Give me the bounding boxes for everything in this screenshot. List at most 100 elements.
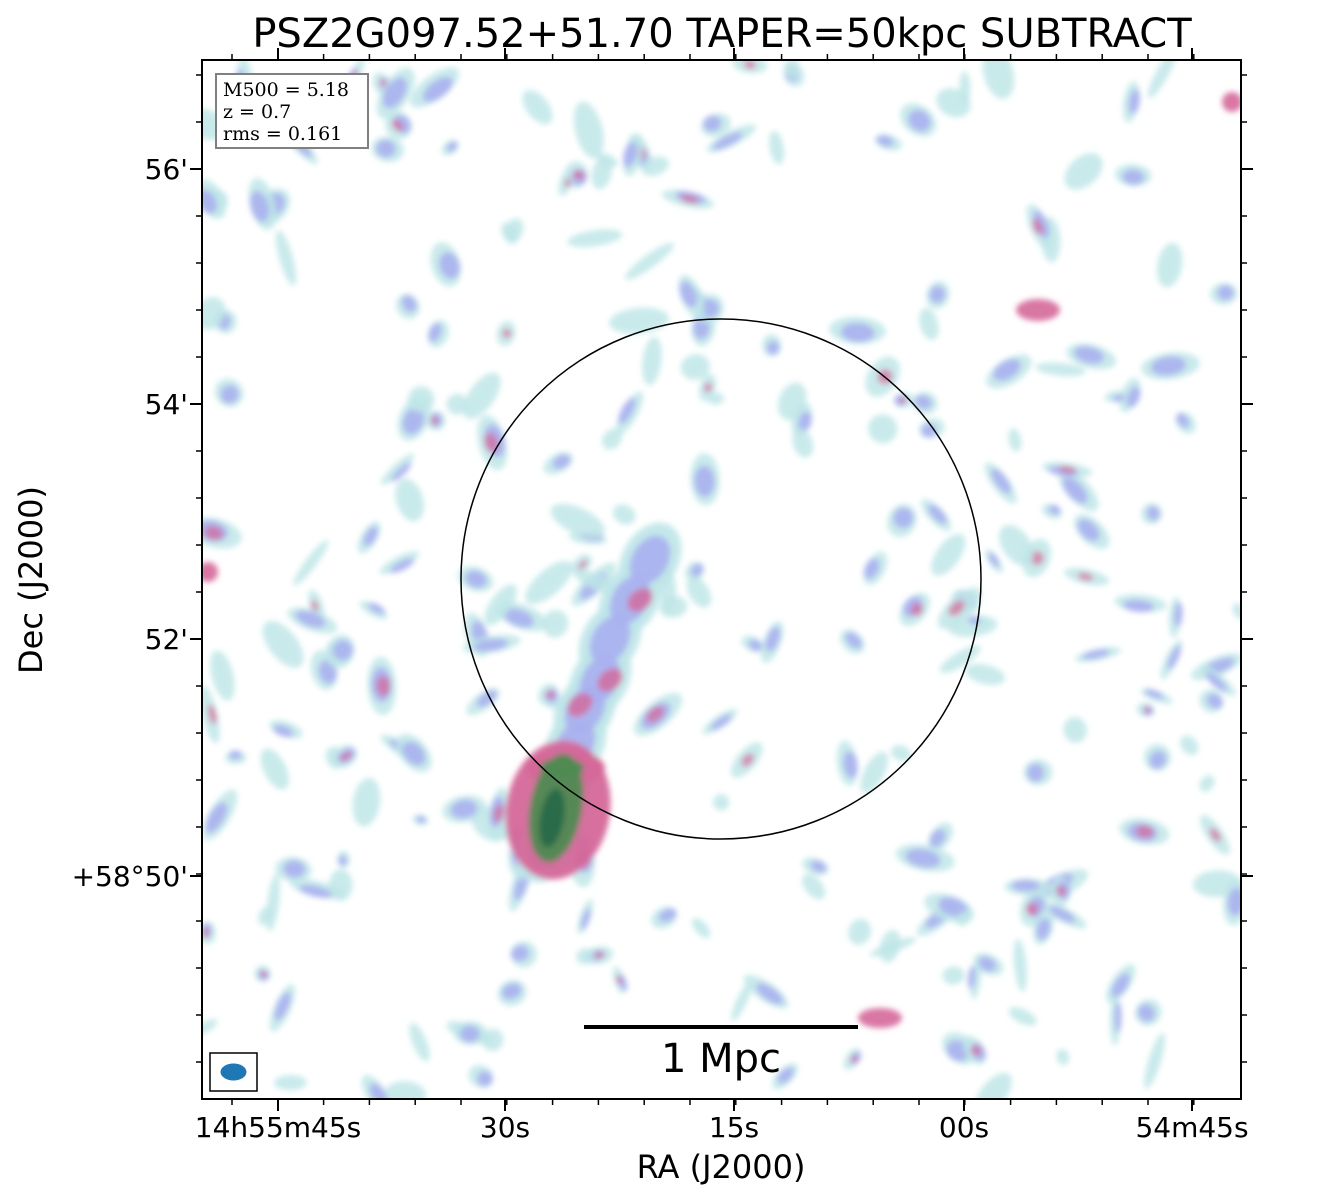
emission-blob <box>956 910 973 926</box>
emission-blob <box>1048 906 1076 923</box>
info-rms: rms = 0.161 <box>223 123 342 145</box>
emission-blob <box>1114 1001 1122 1033</box>
emission-blob <box>591 157 612 190</box>
emission-blob <box>578 559 588 570</box>
y-tick-label: +58°50' <box>72 860 188 893</box>
emission-blob <box>1122 169 1145 185</box>
emission-blob <box>552 454 571 469</box>
emission-blob <box>624 242 675 280</box>
emission-blob <box>712 132 743 150</box>
emission-blob <box>928 504 947 524</box>
emission-blob <box>919 308 939 341</box>
emission-blob <box>1149 750 1167 769</box>
emission-blob <box>439 252 460 279</box>
emission-blob <box>748 639 763 651</box>
emission-blob <box>703 115 722 132</box>
emission-blob <box>713 794 730 811</box>
x-tick-label: 15s <box>709 1111 759 1144</box>
emission-blob <box>567 693 593 717</box>
emission-blob <box>510 945 529 962</box>
emission-blob <box>1135 825 1154 839</box>
info-z: z = 0.7 <box>223 101 291 123</box>
emission-blob <box>422 76 453 102</box>
emission-blob <box>1013 938 1027 992</box>
emission-blob <box>450 799 478 819</box>
emission-blob <box>938 897 969 917</box>
emission-blob <box>576 948 596 965</box>
emission-blob <box>686 576 712 608</box>
emission-blob <box>741 753 754 767</box>
emission-blob <box>999 524 1034 566</box>
scale-bar-label: 1 Mpc <box>661 1036 781 1082</box>
emission-blob <box>993 358 1021 381</box>
emission-blob <box>477 1071 493 1087</box>
emission-blob <box>539 788 565 848</box>
emission-blob <box>1074 346 1105 364</box>
emission-blob <box>459 1025 480 1043</box>
emission-blob <box>295 610 326 628</box>
beam-ellipse-icon <box>220 1063 247 1081</box>
emission-blob <box>567 229 623 248</box>
emission-blob <box>1146 505 1160 521</box>
emission-blob <box>876 135 894 147</box>
emission-blob <box>680 354 710 380</box>
emission-blob <box>1032 218 1044 235</box>
emission-blob <box>1035 362 1086 377</box>
x-tick-label: 54m45s <box>1135 1111 1248 1144</box>
emission-blob <box>550 503 605 538</box>
emission-blob <box>580 908 591 930</box>
emission-blob <box>572 170 585 180</box>
emission-blob <box>204 525 223 541</box>
emission-blob <box>977 956 997 972</box>
emission-blob <box>843 751 858 779</box>
emission-blob <box>369 1083 388 1099</box>
emission-blob <box>1144 689 1164 699</box>
emission-blob <box>975 1072 1012 1099</box>
emission-blob <box>311 600 319 612</box>
emission-blob <box>1128 89 1140 115</box>
emission-blob <box>484 432 499 453</box>
emission-blob <box>1122 599 1155 613</box>
emission-blob <box>504 218 524 244</box>
emission-blob <box>1048 504 1061 515</box>
emission-blob <box>1156 242 1183 288</box>
emission-blob <box>228 750 242 760</box>
emission-blob <box>1112 394 1125 403</box>
emission-blob <box>879 929 901 963</box>
emission-blob <box>1025 902 1039 916</box>
emission-blob <box>589 615 631 665</box>
emission-blob <box>1206 673 1228 692</box>
emission-blob <box>623 141 637 168</box>
emission-blob <box>262 620 304 668</box>
plot-area: M500 = 5.18 z = 0.7 rms = 0.161 1 Mpc <box>190 48 1253 1111</box>
emission-blob <box>597 668 623 692</box>
emission-blob <box>1111 973 1130 998</box>
emission-blob <box>1137 1004 1155 1022</box>
emission-blob <box>959 71 971 104</box>
emission-map <box>202 60 1241 1099</box>
emission-blob <box>473 638 509 652</box>
emission-blob <box>840 322 875 343</box>
emission-blob <box>380 453 414 485</box>
emission-blob <box>250 190 269 222</box>
plot-title: PSZ2G097.52+51.70 TAPER=50kpc SUBTRACT <box>252 11 1192 57</box>
emission-blob <box>299 884 333 898</box>
emission-blob <box>573 101 604 159</box>
emission-blob <box>260 970 268 977</box>
emission-blob <box>965 663 1005 685</box>
emission-blob <box>690 563 704 577</box>
emission-blob <box>540 758 584 778</box>
emission-blob <box>1027 763 1045 782</box>
emission-blob <box>368 602 386 615</box>
emission-blob <box>905 848 941 868</box>
emission-blob <box>914 395 932 410</box>
emission-blob <box>283 860 306 878</box>
axis-ticks <box>190 48 1253 1111</box>
emission-blob <box>704 382 713 393</box>
emission-blob <box>260 748 289 790</box>
emission-blob <box>202 1019 218 1037</box>
emission-blob <box>1082 649 1110 660</box>
emission-blob <box>207 704 217 725</box>
emission-blob <box>612 504 636 525</box>
emission-blob <box>802 874 826 900</box>
